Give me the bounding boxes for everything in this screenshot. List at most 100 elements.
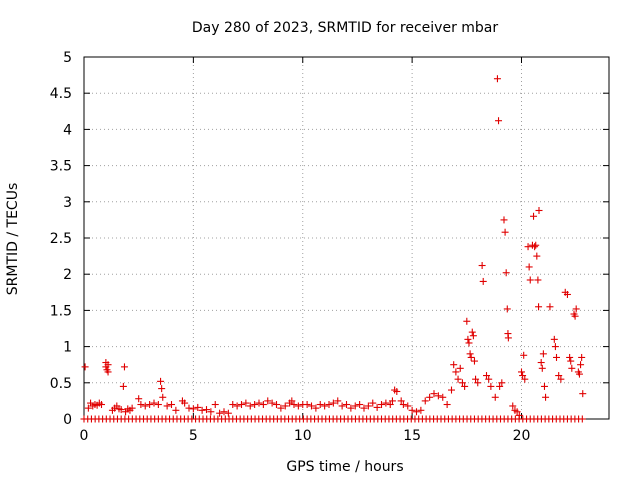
data-point [347, 404, 355, 412]
data-point [465, 339, 473, 347]
data-point [172, 406, 180, 414]
data-point [557, 375, 565, 383]
data-point [303, 401, 311, 409]
data-point [470, 357, 478, 365]
data-point [479, 277, 487, 285]
data-point [555, 372, 563, 380]
data-point [503, 305, 511, 313]
data-point [501, 228, 509, 236]
data-point [224, 409, 232, 417]
data-point [321, 402, 329, 410]
data-point [264, 397, 272, 405]
y-tick-label: 3.5 [50, 159, 72, 175]
data-point [325, 401, 333, 409]
grid-lines [84, 57, 609, 419]
y-tick-label: 4 [63, 122, 72, 138]
data-point [382, 399, 390, 407]
x-tick-label: 5 [189, 428, 198, 444]
x-axis-label: GPS time / hours [286, 459, 403, 475]
data-point [185, 404, 193, 412]
data-point [474, 379, 482, 387]
data-point [563, 290, 571, 298]
chart-title: Day 280 of 2023, SRMTID for receiver mba… [192, 20, 499, 36]
data-point [189, 405, 197, 413]
data-point [312, 404, 320, 412]
data-point [439, 393, 447, 401]
data-point [500, 216, 508, 224]
data-point [343, 401, 350, 409]
data-point [294, 402, 302, 410]
data-point [255, 399, 263, 407]
x-tick-label: 10 [294, 428, 312, 444]
data-point [443, 401, 451, 409]
data-point [520, 351, 528, 359]
data-point [141, 402, 149, 410]
data-point [421, 397, 429, 405]
data-point [458, 379, 466, 387]
data-point [546, 303, 554, 311]
y-tick-label: 1 [63, 340, 72, 356]
data-point [146, 401, 154, 409]
data-point [530, 212, 538, 220]
data-point [469, 332, 477, 340]
data-point [550, 335, 558, 343]
data-point [373, 403, 381, 411]
y-tick-label: 1.5 [50, 303, 72, 319]
data-point [532, 241, 540, 249]
data-point [537, 359, 545, 367]
data-point [316, 401, 324, 409]
data-point [578, 415, 586, 423]
data-point [542, 393, 550, 401]
data-point [378, 401, 385, 409]
data-point [464, 335, 472, 343]
data-point [198, 406, 206, 414]
data-point [194, 403, 202, 411]
data-point [281, 402, 289, 410]
data-point [81, 363, 89, 371]
data-point [120, 363, 128, 371]
data-point [163, 402, 171, 410]
data-point [551, 343, 559, 351]
data-points [80, 75, 587, 423]
x-tick-label: 15 [403, 428, 421, 444]
data-point [338, 402, 346, 410]
data-point [268, 399, 276, 407]
data-point [566, 353, 574, 361]
data-point [513, 408, 521, 416]
data-point [211, 401, 219, 409]
data-point [521, 375, 529, 383]
data-point [426, 393, 434, 401]
data-point [154, 401, 162, 409]
data-point [356, 401, 364, 409]
data-point [242, 399, 250, 407]
data-point [504, 334, 512, 342]
data-point [496, 382, 504, 390]
data-point [220, 408, 228, 416]
x-tick-label: 0 [80, 428, 89, 444]
data-point [251, 401, 259, 409]
data-point [538, 364, 546, 372]
y-tick-label: 5 [63, 50, 72, 66]
data-point [577, 361, 585, 369]
data-point [531, 243, 539, 251]
data-point [290, 401, 298, 409]
data-point [386, 401, 394, 409]
data-point [535, 206, 543, 214]
data-point [369, 399, 377, 407]
data-point [572, 305, 580, 313]
data-point [461, 382, 469, 390]
data-point [238, 401, 245, 409]
data-point [216, 409, 224, 417]
data-point [277, 404, 285, 412]
data-point [519, 372, 527, 380]
data-point [329, 399, 337, 407]
data-point [491, 393, 499, 401]
data-point [450, 361, 458, 369]
data-point [525, 263, 533, 271]
data-point [535, 303, 543, 311]
data-point [526, 276, 534, 284]
y-tick-label: 2.5 [50, 231, 72, 247]
data-point [203, 406, 210, 414]
y-tick-label: 3 [63, 195, 72, 211]
data-point [137, 401, 145, 409]
